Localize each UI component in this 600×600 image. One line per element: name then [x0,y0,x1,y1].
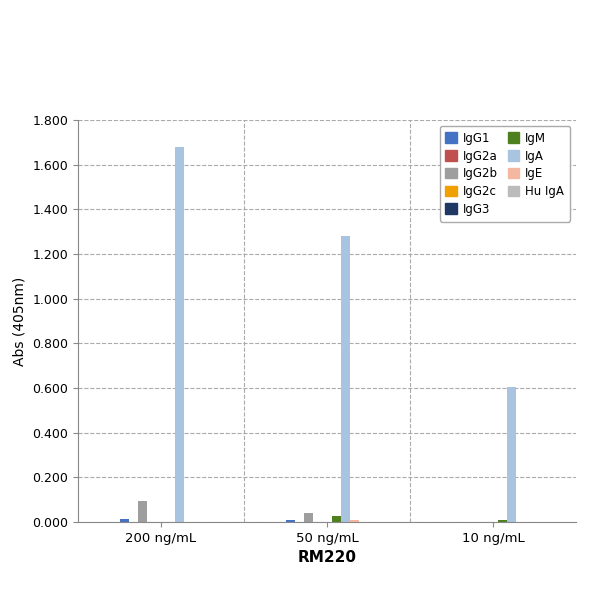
Bar [120,518,129,522]
Bar [138,501,148,522]
Bar [341,236,350,522]
Bar [332,516,341,522]
Y-axis label: Abs (405nm): Abs (405nm) [13,277,27,365]
Bar [350,520,359,522]
X-axis label: RM220: RM220 [298,550,356,565]
Bar [497,520,506,522]
Bar [175,147,184,522]
Bar [286,520,295,522]
Bar [304,512,313,522]
Legend: IgG1, IgG2a, IgG2b, IgG2c, IgG3, IgM, IgA, IgE, Hu IgA, : IgG1, IgG2a, IgG2b, IgG2c, IgG3, IgM, Ig… [440,126,570,221]
Bar [506,387,516,522]
